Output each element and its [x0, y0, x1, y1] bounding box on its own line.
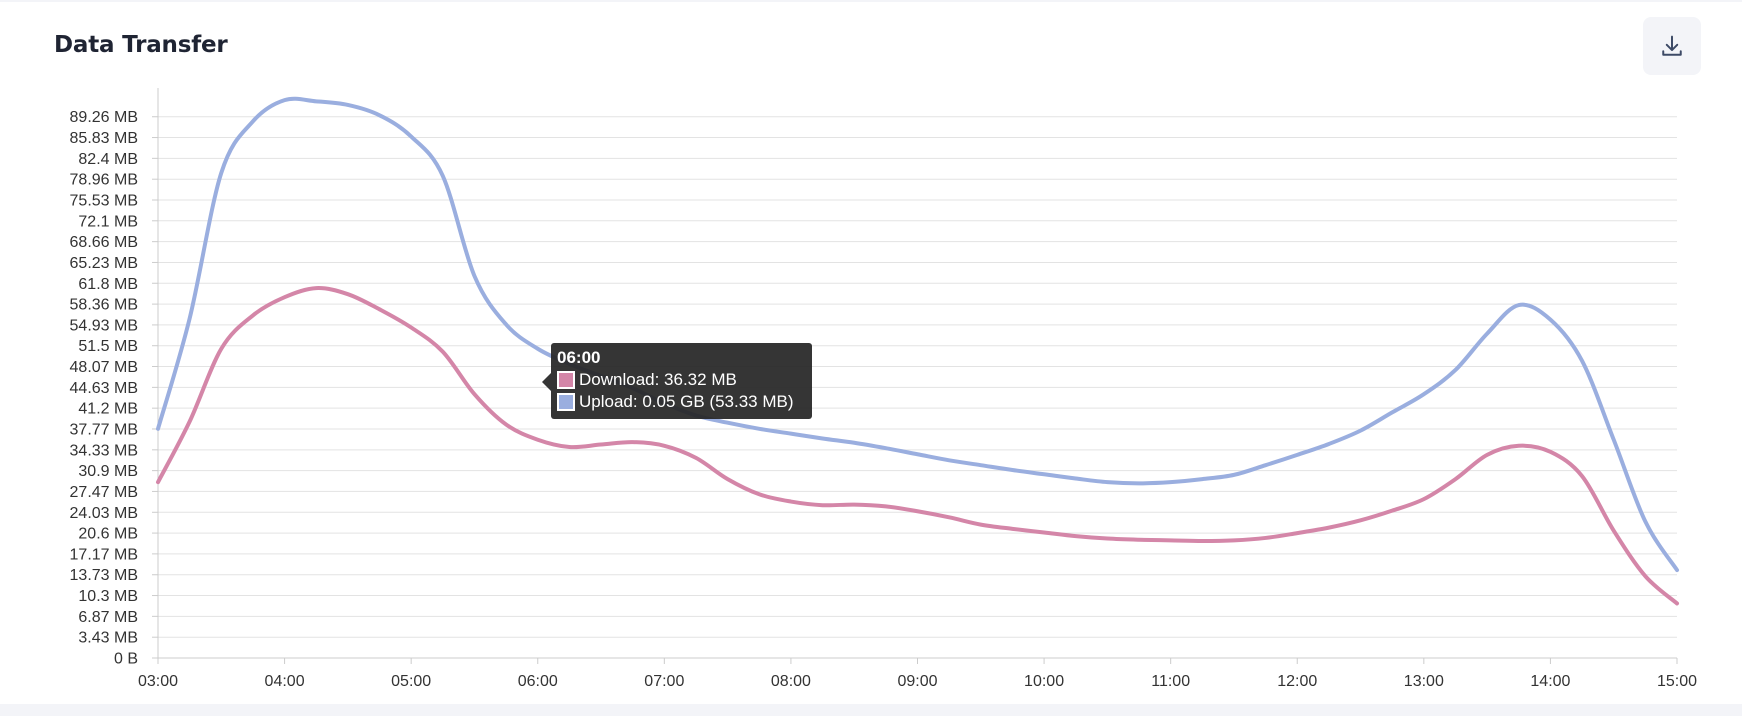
y-tick-label: 37.77 MB	[70, 421, 138, 438]
y-tick-label: 48.07 MB	[70, 359, 138, 376]
series	[156, 96, 1679, 606]
y-tick-label: 0 B	[114, 651, 138, 668]
upload-swatch	[557, 393, 575, 411]
y-tick-label: 89.26 MB	[70, 109, 138, 126]
y-tick-label: 82.4 MB	[78, 151, 138, 168]
y-tick-label: 30.9 MB	[78, 463, 138, 480]
y-tick-label: 68.66 MB	[70, 234, 138, 251]
y-tick-label: 44.63 MB	[70, 380, 138, 397]
tooltip: 06:00 Download: 36.32 MB Upload: 0.05 GB…	[542, 343, 812, 419]
x-tick-label: 13:00	[1404, 673, 1444, 690]
y-tick-label: 61.8 MB	[78, 276, 138, 293]
y-tick-label: 24.03 MB	[70, 505, 138, 522]
x-tick-label: 05:00	[391, 673, 431, 690]
tooltip-download-row: Download: 36.32 MB	[557, 369, 806, 391]
x-tick-label: 15:00	[1657, 673, 1697, 690]
x-tick-label: 14:00	[1530, 673, 1570, 690]
y-tick-label: 6.87 MB	[78, 609, 138, 626]
y-tick-label: 85.83 MB	[70, 130, 138, 147]
download-button[interactable]	[1643, 17, 1701, 75]
x-tick-label: 08:00	[771, 673, 811, 690]
y-tick-label: 3.43 MB	[78, 630, 138, 647]
x-tick-label: 06:00	[518, 673, 558, 690]
x-tick-label: 04:00	[265, 673, 305, 690]
tooltip-upload-row: Upload: 0.05 GB (53.33 MB)	[557, 391, 806, 413]
download-swatch	[557, 371, 575, 389]
y-tick-label: 13.73 MB	[70, 567, 138, 584]
x-tick-label: 09:00	[897, 673, 937, 690]
y-tick-label: 20.6 MB	[78, 526, 138, 543]
download-line[interactable]	[156, 286, 1679, 606]
y-tick-label: 65.23 MB	[70, 255, 138, 272]
y-tick-label: 58.36 MB	[70, 297, 138, 314]
x-tick-label: 07:00	[644, 673, 684, 690]
tooltip-time: 06:00	[557, 348, 601, 367]
y-tick-label: 51.5 MB	[78, 338, 138, 355]
y-tick-label: 54.93 MB	[70, 317, 138, 334]
y-tick-label: 17.17 MB	[70, 546, 138, 563]
chart-title: Data Transfer	[54, 32, 228, 58]
axes: 0 B 3.43 MB 6.87 MB 10.3 MB 13.73 MB 17.17 MB…	[70, 88, 1697, 690]
y-tick-label: 10.3 MB	[78, 588, 138, 605]
y-tick-label: 41.2 MB	[78, 401, 138, 418]
y-tick-label: 34.33 MB	[70, 442, 138, 459]
upload-line[interactable]	[156, 96, 1679, 573]
tooltip-download-text: Download: 36.32 MB	[579, 370, 737, 389]
x-tick-label: 12:00	[1277, 673, 1317, 690]
y-tick-label: 75.53 MB	[70, 192, 138, 209]
y-tick-label: 72.1 MB	[78, 213, 138, 230]
y-tick-label: 78.96 MB	[70, 172, 138, 189]
x-tick-label: 03:00	[138, 673, 178, 690]
x-tick-label: 11:00	[1151, 673, 1190, 690]
x-tick-label: 10:00	[1024, 673, 1064, 690]
grid	[158, 116, 1677, 638]
y-tick-label: 27.47 MB	[70, 484, 138, 501]
tooltip-upload-text: Upload: 0.05 GB (53.33 MB)	[579, 392, 794, 411]
download-icon	[1662, 35, 1682, 56]
